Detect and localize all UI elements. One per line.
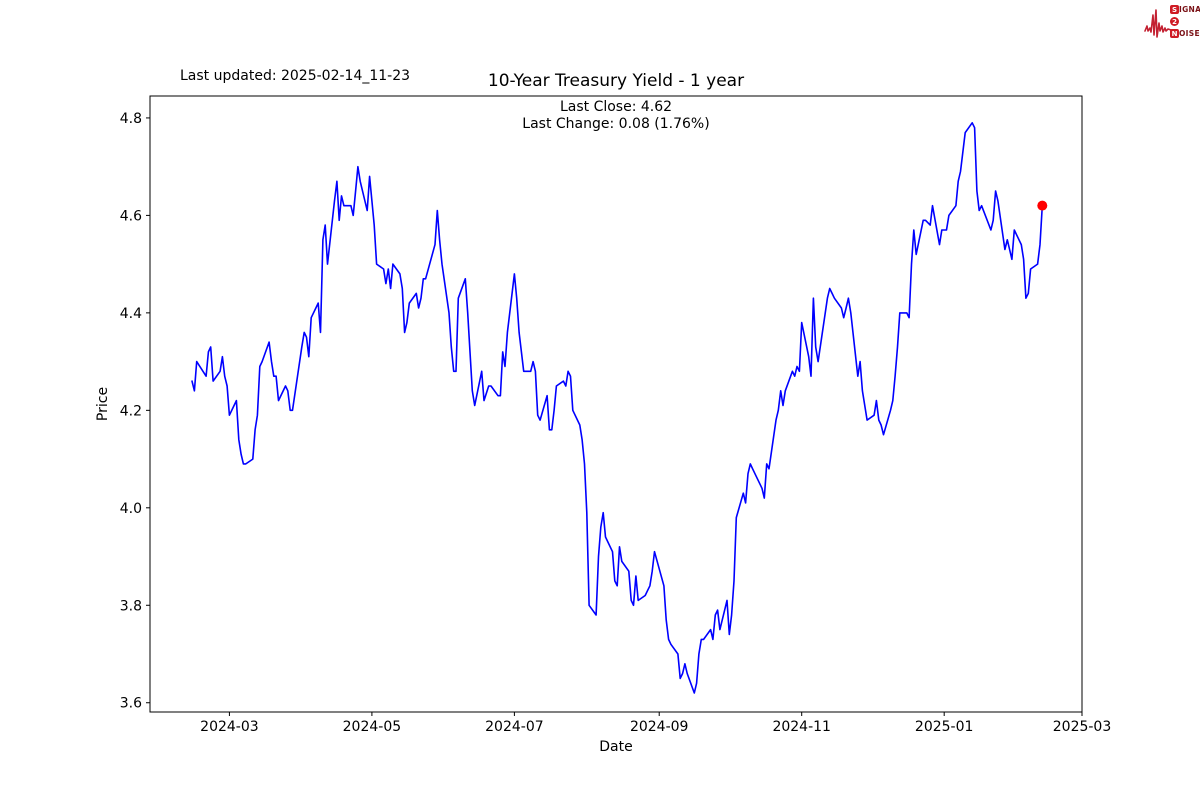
y-tick-label: 4.8 [120, 111, 142, 127]
logo-noise-word: OISE [1179, 29, 1200, 38]
y-tick-label: 4.0 [120, 501, 142, 517]
x-tick-label: 2024-11 [772, 719, 831, 735]
chart-title: 10-Year Treasury Yield - 1 year [487, 71, 745, 91]
last-close-text: Last Close: 4.62 [559, 99, 673, 115]
y-tick-label: 3.6 [120, 696, 142, 712]
logo-n-badge: N [1170, 29, 1179, 38]
logo-signal-row: SIGNAL [1170, 4, 1200, 15]
x-tick-label: 2024-07 [485, 719, 544, 735]
x-tick-label: 2025-01 [915, 719, 974, 735]
last-updated-text: Last updated: 2025-02-14_11-23 [180, 68, 411, 84]
y-tick-label: 4.2 [120, 403, 142, 419]
x-tick-label: 2024-03 [200, 719, 259, 735]
chart-subtitle: Last Close: 4.62 Last Change: 0.08 (1.76… [150, 99, 1082, 133]
y-tick-label: 4.4 [120, 306, 142, 322]
last-change-text: Last Change: 0.08 (1.76%) [522, 116, 710, 132]
x-tick-label: 2025-03 [1053, 719, 1112, 735]
logo-2-badge: 2 [1170, 17, 1179, 26]
logo-signal-word: IGNAL [1179, 5, 1200, 14]
y-tick-label: 4.6 [120, 208, 142, 224]
plot-border [149, 95, 1083, 713]
logo-s-badge: S [1170, 5, 1179, 14]
x-tick-label: 2024-05 [343, 719, 402, 735]
y-tick-label: 3.8 [120, 598, 142, 614]
x-tick-label: 2024-09 [630, 719, 689, 735]
last-close-dot [1037, 200, 1048, 211]
logo-noise-row: N OISE [1170, 28, 1200, 39]
yield-line [191, 122, 1044, 694]
logo-2-row: 2 [1170, 16, 1200, 27]
x-axis-label: Date [599, 739, 633, 755]
ekg-heartbeat-icon [1144, 9, 1172, 38]
